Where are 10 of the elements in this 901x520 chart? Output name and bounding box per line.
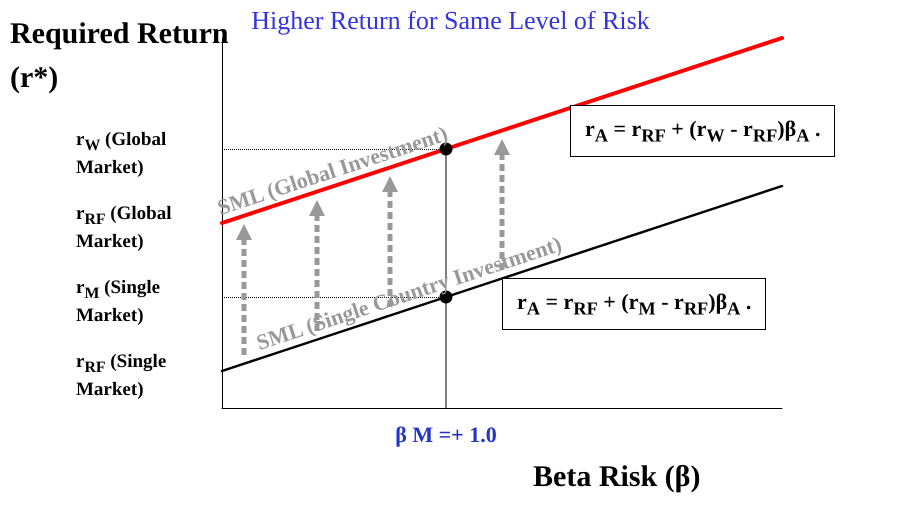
y-axis-title: Required Return (r*) (10, 16, 230, 96)
text: r$_{W}$ (Global Market) (76, 129, 168, 179)
text: r$_{A}$ = r$_{RF}$ + (r$_{W}$ - r$_{RF}$)β$_{A}$ . (585, 116, 820, 146)
text: r$_{RF}$ (Global Market) (76, 203, 173, 253)
text: β M =+ 1.0 (394, 422, 498, 448)
text: r$_{A}$ = r$_{RF}$ + (r$_{M}$ - r$_{RF}$)β$_{A}$ . (517, 289, 752, 318)
x-axis-title: Beta Risk (β) (533, 460, 700, 494)
text: r$_{M}$ (Single Market) (76, 277, 162, 327)
chart-title: Higher Return for Same Level of Risk (251, 6, 650, 35)
text: r$_{RF}$ (Single Market) (76, 351, 168, 401)
